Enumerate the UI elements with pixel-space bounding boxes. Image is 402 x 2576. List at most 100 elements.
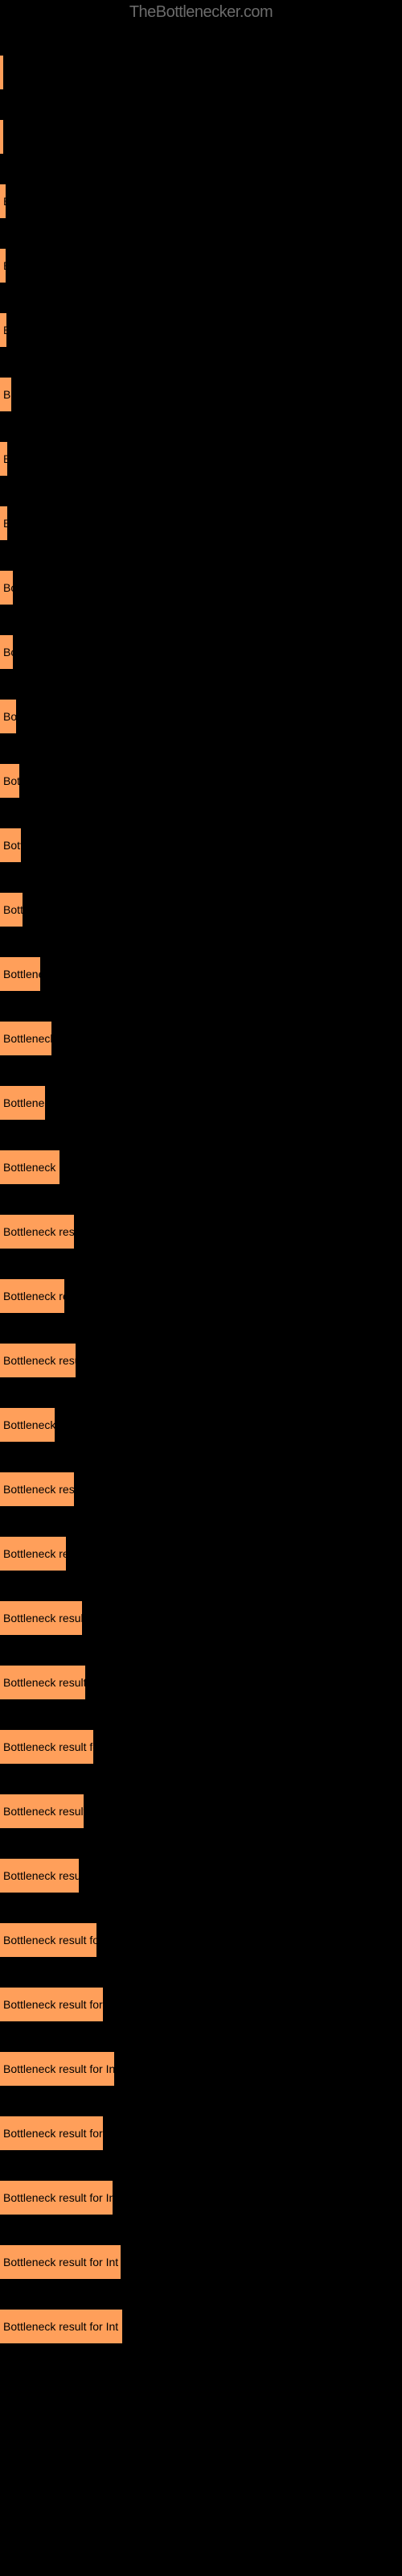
chart-row: Bottleneck result f bbox=[0, 1472, 394, 1506]
chart-row: Bottleneck result for I bbox=[0, 2116, 394, 2150]
chart-bar: Bottleneck result f bbox=[0, 1215, 74, 1249]
chart-bar: B bbox=[0, 506, 7, 540]
chart-bar-label: Bottleneck result for In bbox=[3, 2191, 115, 2204]
chart-bar: Bottleneck resu bbox=[0, 1150, 59, 1184]
chart-row: B bbox=[0, 442, 394, 476]
chart-bar: Bottleneck re bbox=[0, 1022, 51, 1055]
chart-row: Bott bbox=[0, 764, 394, 798]
chart-row: Bottleneck result f bbox=[0, 1344, 394, 1377]
chart-bar-label: Bottlenec bbox=[3, 968, 50, 980]
chart-bar: Bott bbox=[0, 764, 19, 798]
chart-bar: Bott bbox=[0, 828, 21, 862]
chart-bar: B bbox=[0, 249, 6, 283]
chart-bar: Bot bbox=[0, 700, 16, 733]
chart-bar: Bottl bbox=[0, 893, 23, 927]
chart-row: Bottleneck re bbox=[0, 1408, 394, 1442]
chart-bar: Bottleneck re bbox=[0, 1408, 55, 1442]
chart-bar bbox=[0, 120, 3, 154]
chart-bar: Bottleneck result f bbox=[0, 1859, 79, 1893]
chart-bar-label: B bbox=[3, 452, 10, 465]
chart-bar-label: Bottleneck result for bbox=[3, 1740, 103, 1753]
chart-row: B bbox=[0, 249, 394, 283]
chart-bar-label: Bottleneck result for In bbox=[3, 2062, 115, 2075]
chart-row: Bottleneck resu bbox=[0, 1279, 394, 1313]
chart-row bbox=[0, 120, 394, 154]
chart-row: Bottleneck result for Int bbox=[0, 2245, 394, 2279]
chart-row: Bottleneck result f bbox=[0, 1215, 394, 1249]
chart-bar-label: Bottleneck re bbox=[3, 1418, 69, 1431]
chart-row: Bottlenec bbox=[0, 957, 394, 991]
chart-bar-label: Bottleneck result fo bbox=[3, 1612, 99, 1624]
chart-row: B bbox=[0, 313, 394, 347]
chart-row: Bot bbox=[0, 700, 394, 733]
chart-bar: Bo bbox=[0, 571, 13, 605]
chart-row: Bottleneck result fo bbox=[0, 1666, 394, 1699]
chart-bar-label: Bo bbox=[3, 646, 17, 658]
chart-bar-label: Bottleneck result for Int bbox=[3, 2256, 118, 2268]
chart-bar: Bottleneck result f bbox=[0, 1472, 74, 1506]
chart-bar-label: B bbox=[3, 324, 10, 336]
chart-bar-label: Bottleneck resul bbox=[3, 1547, 84, 1560]
chart-row: Bottleneck result for Int bbox=[0, 2310, 394, 2343]
chart-bar-label: Bot bbox=[3, 710, 20, 723]
chart-row: Bottleneck result for In bbox=[0, 2181, 394, 2215]
chart-bar-label: Bottleneck result for I bbox=[3, 1998, 109, 2011]
chart-bar bbox=[0, 56, 3, 89]
chart-bar-label: Bottleneck result f bbox=[3, 1354, 92, 1367]
chart-bar: Bottleneck result for I bbox=[0, 2116, 103, 2150]
chart-bar: Bottlenec bbox=[0, 957, 40, 991]
bottleneck-bar-chart: BBBBoBBBoBoBotBottBottBottlBottlenecBott… bbox=[0, 56, 402, 2343]
chart-bar: Bottleneck result for Int bbox=[0, 2245, 121, 2279]
chart-bar-label: Bottleneck re bbox=[3, 1032, 69, 1045]
chart-row: Bo bbox=[0, 378, 394, 411]
chart-bar: B bbox=[0, 184, 6, 218]
chart-bar-label: Bottleneck result f bbox=[3, 1869, 92, 1882]
chart-row: Bottleneck result for bbox=[0, 1730, 394, 1764]
chart-bar: Bottleneck bbox=[0, 1086, 45, 1120]
chart-row: Bottleneck re bbox=[0, 1022, 394, 1055]
chart-bar: Bo bbox=[0, 635, 13, 669]
chart-bar-label: Bo bbox=[3, 388, 17, 401]
chart-bar-label: Bottleneck resu bbox=[3, 1161, 81, 1174]
chart-row: Bo bbox=[0, 571, 394, 605]
chart-bar-label: B bbox=[3, 195, 10, 208]
chart-bar: Bottleneck result for I bbox=[0, 1988, 103, 2021]
chart-bar-label: Bottleneck bbox=[3, 1096, 55, 1109]
chart-bar: Bottleneck result fo bbox=[0, 1794, 84, 1828]
chart-bar-label: B bbox=[3, 517, 10, 530]
chart-bar-label: B bbox=[3, 259, 10, 272]
chart-row: Bottl bbox=[0, 893, 394, 927]
chart-row bbox=[0, 56, 394, 89]
chart-bar-label: Bottleneck resu bbox=[3, 1290, 81, 1302]
chart-bar: Bottleneck result for In bbox=[0, 2181, 113, 2215]
chart-row: Bottleneck result fo bbox=[0, 1601, 394, 1635]
chart-row: Bottleneck result fo bbox=[0, 1794, 394, 1828]
chart-bar-label: Bottleneck result f bbox=[3, 1225, 92, 1238]
chart-bar-label: Bottleneck result fo bbox=[3, 1676, 99, 1689]
chart-row: Bottleneck resu bbox=[0, 1150, 394, 1184]
chart-bar: B bbox=[0, 442, 7, 476]
chart-row: B bbox=[0, 506, 394, 540]
chart-bar-label: Bott bbox=[3, 839, 23, 852]
chart-bar: Bottleneck result for Int bbox=[0, 2310, 122, 2343]
chart-bar: Bottleneck result for In bbox=[0, 2052, 114, 2086]
chart-bar-label: Bott bbox=[3, 774, 23, 787]
chart-bar: Bottleneck result fo bbox=[0, 1601, 82, 1635]
page-title: TheBottlenecker.com bbox=[0, 0, 402, 25]
chart-row: Bottleneck result for In bbox=[0, 2052, 394, 2086]
chart-bar: Bo bbox=[0, 378, 11, 411]
chart-bar: B bbox=[0, 313, 6, 347]
chart-bar-label: Bottleneck result for bbox=[3, 1934, 103, 1946]
chart-bar-label: Bottleneck result f bbox=[3, 1483, 92, 1496]
chart-row: Bottleneck result for bbox=[0, 1923, 394, 1957]
chart-bar-label: Bo bbox=[3, 581, 17, 594]
chart-bar: Bottleneck result for bbox=[0, 1730, 93, 1764]
chart-row: Bottleneck bbox=[0, 1086, 394, 1120]
chart-row: Bott bbox=[0, 828, 394, 862]
chart-row: Bottleneck result for I bbox=[0, 1988, 394, 2021]
chart-bar-label: Bottleneck result for I bbox=[3, 2127, 109, 2140]
chart-row: Bottleneck result f bbox=[0, 1859, 394, 1893]
chart-row: Bottleneck resul bbox=[0, 1537, 394, 1571]
chart-bar-label: Bottl bbox=[3, 903, 26, 916]
chart-bar: Bottleneck result f bbox=[0, 1344, 76, 1377]
